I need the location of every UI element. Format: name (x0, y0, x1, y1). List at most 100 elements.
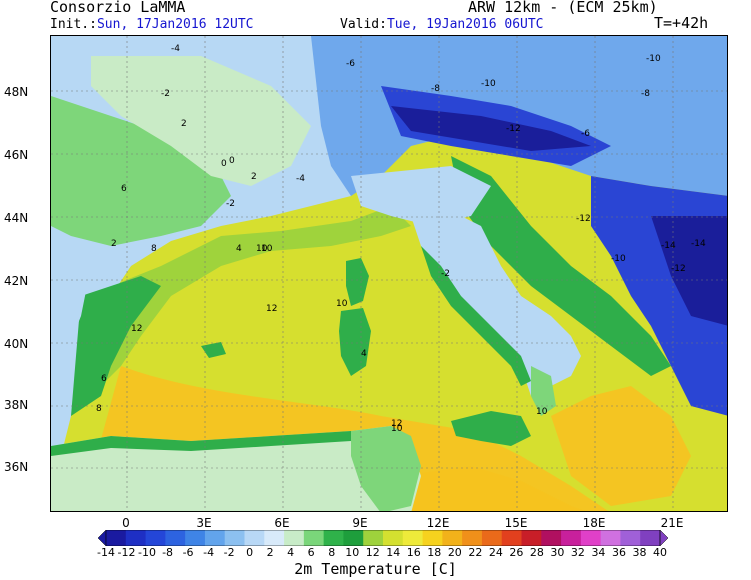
sea-warm-south (401, 466, 586, 511)
colorbar-tick-label: 12 (365, 546, 380, 559)
contour-label: -4 (171, 44, 180, 54)
colorbar-tick-label: 20 (447, 546, 462, 559)
lon-label-21e: 21E (660, 516, 684, 530)
contour-label: -10 (481, 79, 496, 89)
valid-time: Tue, 19Jan2016 06UTC (386, 17, 544, 32)
contour-label: -10 (611, 254, 626, 264)
contour-labels: -4 -2 0 2 -6 -8 -10 -12 -14 2 4 6 8 10 1… (96, 44, 706, 434)
land-corsica (346, 258, 369, 306)
contour-label: 8 (151, 244, 157, 254)
contour-label: -10 (646, 54, 661, 64)
colorbar-swatch (165, 530, 186, 546)
lon-label-18e: 18E (582, 516, 606, 530)
contour-label: -4 (296, 174, 305, 184)
colorbar-tick-label: 32 (570, 546, 585, 559)
colorbar-tick-label: -2 (223, 546, 235, 559)
colorbar-swatch (303, 530, 325, 546)
contour-label: -6 (581, 129, 590, 139)
lat-label-38n: 38N (4, 398, 29, 412)
colorbar-swatch (145, 530, 166, 546)
contour-label: 12 (391, 419, 402, 429)
colorbar-swatch (580, 530, 602, 546)
temperature-map: -4 -2 0 2 -6 -8 -10 -12 -14 2 4 6 8 10 1… (50, 35, 728, 512)
contour-label: 4 (361, 349, 367, 359)
contour-label: -2 (161, 89, 170, 99)
lon-label-0: 0 (122, 516, 130, 530)
land-austria-navy (391, 106, 591, 151)
land-balkans-navy (651, 216, 727, 326)
colorbar-swatch (600, 530, 621, 546)
colorbar-arrow-left (98, 530, 107, 546)
colorbar (98, 530, 668, 546)
contour-label: 10 (261, 244, 273, 254)
colorbar-tick-label: -4 (203, 546, 215, 559)
lon-label-6e: 6E (274, 516, 290, 530)
contour-label: -2 (441, 269, 450, 279)
colorbar-swatch (343, 530, 364, 546)
colorbar-swatch (402, 530, 424, 546)
colorbar-tick-label: 4 (287, 546, 295, 559)
colorbar-swatch (204, 530, 226, 546)
init-label: Init.:Sun, 17Jan2016 12UTC (50, 17, 254, 32)
colorbar-swatch (640, 530, 661, 546)
model-title: ARW 12km - (ECM 25km) (468, 0, 658, 16)
land-sardinia (339, 308, 371, 376)
contour-label: 10 (336, 299, 348, 309)
contour-label: -8 (431, 84, 440, 94)
contour-label: -12 (506, 124, 521, 134)
colorbar-tick-label: 18 (427, 546, 442, 559)
colorbar-swatch (363, 530, 384, 546)
colorbar-swatch (462, 530, 483, 546)
colorbar-tick-label: 24 (488, 546, 503, 559)
colorbar-tick-label: 2 (266, 546, 274, 559)
contour-label: 10 (536, 407, 548, 417)
colorbar-tick-label: -12 (117, 546, 136, 559)
colorbar-tick-label: -14 (97, 546, 115, 559)
contour-label: -8 (641, 89, 650, 99)
map-canvas: -4 -2 0 2 -6 -8 -10 -12 -14 2 4 6 8 10 1… (51, 36, 727, 511)
contour-label: -2 (226, 199, 235, 209)
sea-cool-adriatic (451, 156, 671, 376)
colorbar-swatch (383, 530, 404, 546)
graticule (51, 36, 727, 511)
contour-label: -14 (661, 241, 676, 251)
colorbar-swatch (323, 530, 344, 546)
contour-label: -6 (346, 59, 355, 69)
contour-label: 4 (236, 244, 242, 254)
lon-label-15e: 15E (504, 516, 528, 530)
land-italy (411, 211, 581, 406)
colorbar-tick-label: 40 (653, 546, 667, 559)
colorbar-title: 2m Temperature [C] (294, 560, 457, 578)
contour-label: 6 (101, 374, 107, 384)
contour-label: 0 (221, 159, 227, 169)
colorbar-tick-label: -8 (162, 546, 174, 559)
colorbar-tick-label: -6 (182, 546, 194, 559)
colorbar-swatch (125, 530, 147, 546)
init-label-text: Init.: (50, 17, 97, 32)
colorbar-swatch (501, 530, 522, 546)
contour-label: 2 (181, 119, 187, 129)
contour-label: 2 (251, 172, 257, 182)
colorbar-tick-label: 36 (611, 546, 626, 559)
colorbar-swatch (481, 530, 503, 546)
lat-label-40n: 40N (4, 337, 29, 351)
colorbar-swatch (106, 530, 127, 546)
org-title: Consorzio LaMMA (50, 0, 186, 16)
lat-label-44n: 44N (4, 211, 29, 225)
colorbar-swatch (521, 530, 542, 546)
lon-label-3e: 3E (196, 516, 212, 530)
contour-label: 10 (256, 244, 268, 254)
contour-label: -12 (671, 264, 686, 274)
contour-label: 12 (266, 304, 277, 314)
colorbar-swatch (422, 530, 443, 546)
contour-label: 12 (131, 324, 142, 334)
colorbar-tick-label: 10 (345, 546, 360, 559)
colorbar-tick-label: 0 (246, 546, 254, 559)
land-tunisia-green (351, 426, 421, 511)
land-spain-lightblue (51, 256, 91, 386)
contour-label: 6 (121, 184, 127, 194)
colorbar-tick-label: -10 (138, 546, 157, 559)
land-spain-coast-green (71, 276, 161, 416)
colorbar-tick-label: 26 (509, 546, 524, 559)
colorbar-swatch (224, 530, 245, 546)
